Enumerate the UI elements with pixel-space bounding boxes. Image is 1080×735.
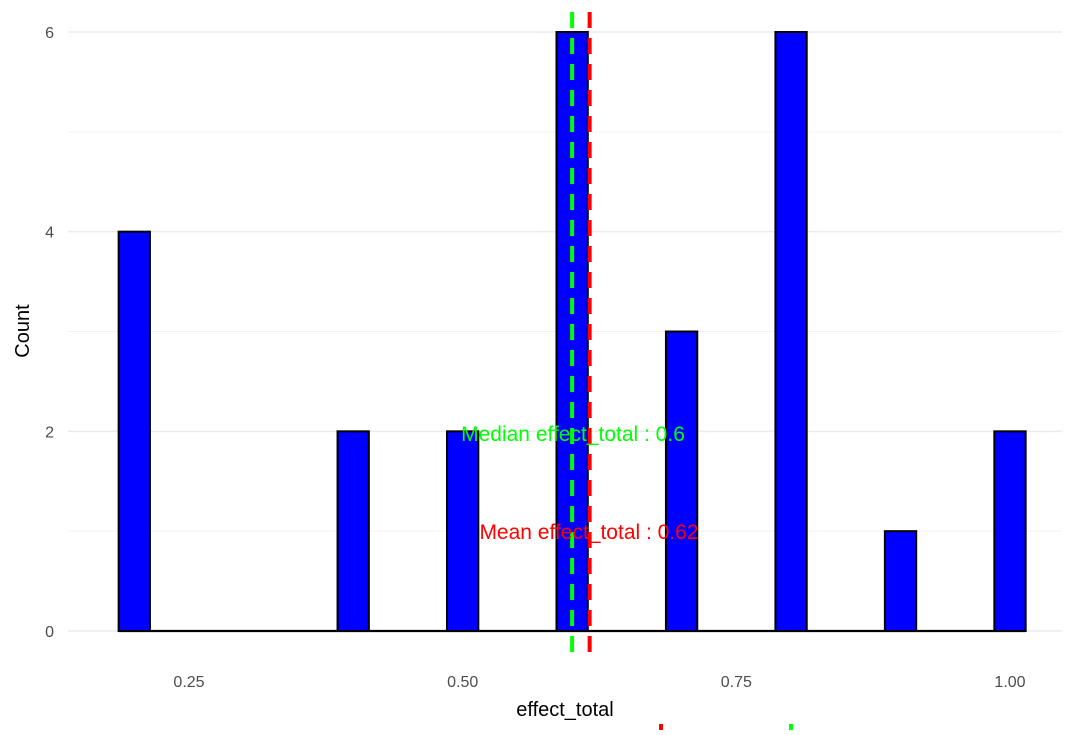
histogram-bar-2 bbox=[336, 430, 370, 633]
y-tick-label-4: 6 bbox=[45, 25, 54, 42]
y-axis-title: Count bbox=[12, 304, 34, 358]
y-tick-label-3: 4 bbox=[45, 225, 54, 242]
histogram-bar-7 bbox=[883, 530, 918, 633]
x-tick-label-3: 0.75 bbox=[721, 674, 752, 691]
x-tick-label-1: 0.25 bbox=[173, 674, 204, 691]
x-tick-label-4: 1.00 bbox=[994, 674, 1025, 691]
reference-lines bbox=[570, 12, 793, 730]
mean-annotation: Mean effect_total : 0.62 bbox=[479, 521, 698, 544]
histogram-bar-3 bbox=[446, 430, 480, 633]
x-axis-title: effect_total bbox=[516, 699, 613, 721]
histogram-bar-6 bbox=[774, 31, 808, 632]
x-tick-label-2: 0.50 bbox=[447, 674, 478, 691]
y-tick-label-1: 0 bbox=[45, 624, 54, 641]
histogram-bar-8 bbox=[993, 430, 1027, 633]
histogram-bar-1 bbox=[117, 230, 151, 633]
histogram-bar-5 bbox=[664, 330, 699, 632]
tick-labels: 0.25 0.50 0.75 1.00 0 2 4 6 bbox=[45, 25, 1026, 691]
bar-layer bbox=[117, 31, 1027, 633]
median-annotation: Median effect_total : 0.6 bbox=[461, 423, 685, 446]
y-tick-label-2: 2 bbox=[45, 424, 54, 441]
